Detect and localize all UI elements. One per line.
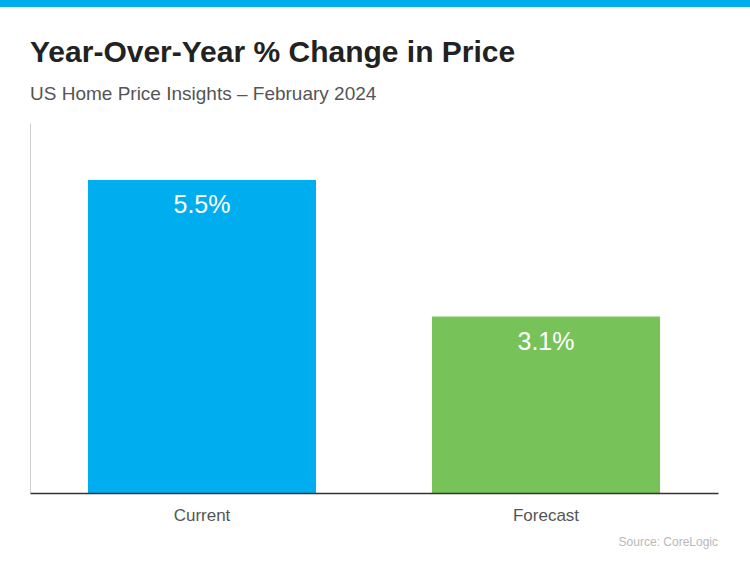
y-axis-line bbox=[30, 124, 31, 494]
top-stripe bbox=[0, 0, 750, 7]
subtitle: US Home Price Insights – February 2024 bbox=[30, 83, 377, 104]
data-label: 5.5% bbox=[174, 190, 231, 218]
x-tick-label: Forecast bbox=[513, 506, 579, 525]
x-tick-label: Current bbox=[174, 506, 231, 525]
data-labels: 5.5% 3.1% bbox=[174, 190, 575, 355]
x-tick: Forecast bbox=[513, 493, 579, 525]
data-label: 3.1% bbox=[518, 327, 575, 355]
y-axis bbox=[30, 124, 31, 494]
bars bbox=[88, 180, 660, 493]
x-axis: Current Forecast bbox=[31, 493, 719, 525]
bar bbox=[88, 180, 316, 493]
source: Source: CoreLogic bbox=[619, 535, 718, 549]
bar bbox=[432, 317, 660, 493]
x-tick: Current bbox=[174, 493, 231, 525]
title: Year-Over-Year % Change in Price bbox=[30, 35, 515, 68]
x-axis-line bbox=[31, 493, 719, 495]
chart: Year-Over-Year % Change in Price US Home … bbox=[0, 0, 750, 563]
